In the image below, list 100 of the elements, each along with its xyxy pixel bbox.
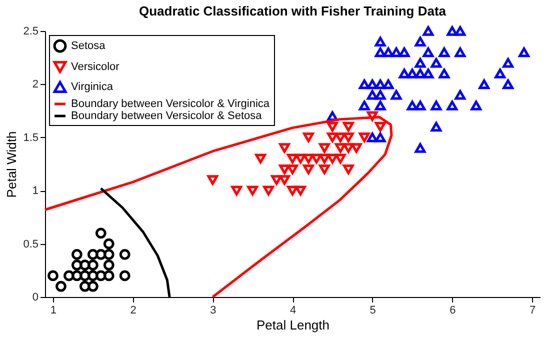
point <box>119 249 130 260</box>
point <box>247 186 258 196</box>
point <box>414 68 426 78</box>
point <box>422 68 434 78</box>
point <box>319 154 330 164</box>
point <box>414 143 426 153</box>
point <box>374 122 386 132</box>
y-tick-label: 0.5 <box>23 238 38 250</box>
y-tick-label: 1 <box>32 185 38 198</box>
point <box>287 154 298 164</box>
point <box>366 132 378 142</box>
point <box>430 122 442 132</box>
point <box>358 79 370 90</box>
x-axis-title: Petal Length <box>256 318 330 332</box>
point <box>303 164 314 174</box>
point <box>311 154 322 164</box>
legend-label: Versicolor <box>71 61 120 73</box>
point <box>414 100 426 110</box>
point <box>79 260 90 271</box>
point <box>398 47 410 58</box>
point <box>95 228 106 239</box>
point <box>103 270 114 282</box>
y-tick-label: 1.5 <box>23 132 38 144</box>
x-tick-label: 3 <box>210 304 216 316</box>
point <box>470 100 482 110</box>
point <box>231 186 242 196</box>
point <box>342 122 354 132</box>
point <box>287 186 298 196</box>
point <box>79 270 90 282</box>
point <box>454 47 466 58</box>
point <box>422 47 434 58</box>
point <box>334 143 346 153</box>
point <box>303 154 314 164</box>
point <box>390 90 402 100</box>
point <box>72 249 82 260</box>
point <box>87 280 98 292</box>
point <box>374 90 386 100</box>
x-tick-label: 2 <box>130 304 136 316</box>
point <box>454 90 466 100</box>
point <box>502 79 514 90</box>
point <box>342 164 354 174</box>
point <box>334 154 346 164</box>
point <box>326 122 338 132</box>
point <box>56 280 66 292</box>
point <box>366 79 378 90</box>
point <box>279 143 290 153</box>
x-tick-label: 1 <box>50 304 57 316</box>
chart-title: Quadratic Classification with Fisher Training Data <box>138 3 447 18</box>
point <box>295 154 306 164</box>
legend-label: Setosa <box>71 40 106 52</box>
point <box>64 270 74 282</box>
point <box>207 175 218 185</box>
point <box>446 26 458 36</box>
point <box>48 270 58 282</box>
point <box>87 270 98 282</box>
point <box>366 111 378 121</box>
point <box>374 79 386 90</box>
point <box>279 175 290 185</box>
point <box>72 260 82 271</box>
point <box>303 132 314 142</box>
x-tick-label: 5 <box>370 304 376 316</box>
point <box>454 26 466 36</box>
point <box>374 47 386 58</box>
point <box>406 68 418 78</box>
point <box>287 164 298 174</box>
point <box>374 36 386 47</box>
x-tick-label: 7 <box>529 304 536 316</box>
point <box>271 175 282 185</box>
point <box>79 280 90 292</box>
point <box>494 68 506 78</box>
point <box>422 26 434 36</box>
point <box>446 100 458 110</box>
point <box>279 164 290 174</box>
point <box>414 36 426 47</box>
point <box>87 260 98 271</box>
point <box>374 132 386 142</box>
point <box>374 100 386 110</box>
point <box>518 47 530 58</box>
y-tick-label: 2 <box>32 78 38 91</box>
x-tick-label: 6 <box>450 304 456 316</box>
point <box>87 249 98 260</box>
point <box>502 58 514 68</box>
point <box>438 68 450 78</box>
point <box>326 132 338 142</box>
point <box>358 132 370 142</box>
y-tick-label: 2.5 <box>23 26 38 38</box>
point <box>438 47 450 58</box>
point <box>342 132 354 142</box>
point <box>430 58 442 68</box>
point <box>255 154 266 164</box>
point <box>398 68 410 78</box>
point <box>342 143 354 153</box>
y-axis-title: Petal Width <box>4 131 20 198</box>
point <box>319 143 330 153</box>
point <box>326 154 338 164</box>
point <box>263 186 274 196</box>
point <box>103 260 114 271</box>
point <box>319 164 330 174</box>
point <box>295 186 306 196</box>
point <box>350 143 362 153</box>
